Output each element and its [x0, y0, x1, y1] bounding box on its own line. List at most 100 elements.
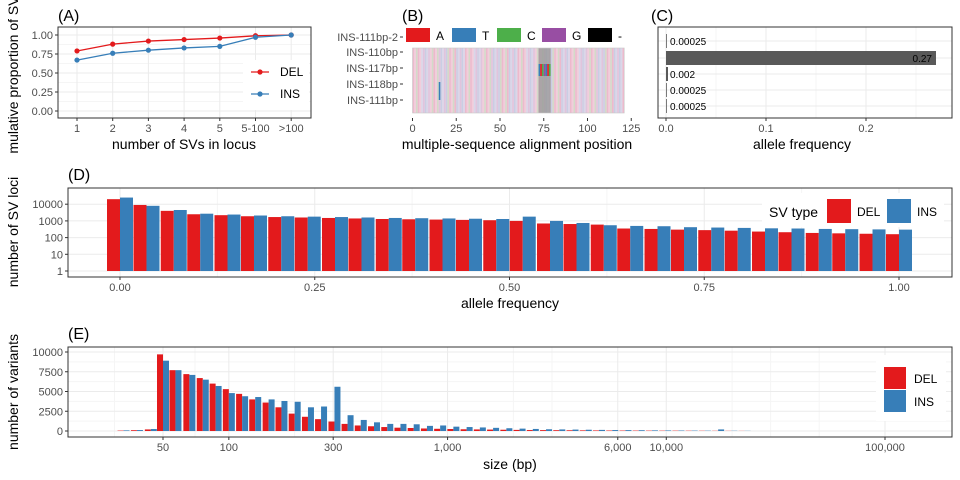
legend-d-label-del: DEL — [857, 205, 881, 219]
bar-e-ins — [228, 393, 235, 431]
bar-d-del — [563, 224, 577, 271]
alignment-column — [515, 48, 518, 113]
bar-c — [666, 51, 936, 65]
alignment-column — [601, 48, 604, 113]
bar-e-del — [236, 393, 243, 431]
alignment-column — [533, 48, 535, 113]
tick-label-e-y: 10000 — [32, 347, 63, 359]
bar-e-ins — [572, 429, 579, 431]
point-a-ins — [217, 43, 223, 50]
bar-d-del — [214, 215, 228, 271]
legend-b-label-gap: - — [618, 29, 622, 43]
alignment-column — [477, 48, 479, 113]
bar-d-del — [509, 220, 523, 271]
tick-label-a-x: >100 — [279, 123, 304, 135]
bar-d-del — [859, 233, 873, 271]
row-label-b: INS-111bp-2 — [337, 32, 398, 44]
bar-d-del — [483, 220, 497, 271]
bar-c — [666, 83, 667, 97]
legend-b-key-gap — [588, 28, 612, 42]
panel-d-ylabel: number of SV loci — [5, 177, 21, 288]
alignment-column — [438, 48, 441, 113]
tick-label-a-x: 3 — [145, 123, 151, 135]
legend-d-key-del — [827, 199, 851, 223]
panel-e-title: (E) — [68, 326, 89, 343]
alignment-column — [570, 48, 572, 113]
legend-e-label-ins: INS — [914, 395, 934, 409]
bar-d-del — [107, 199, 120, 271]
bar-d-del — [752, 231, 766, 271]
bar-e-ins — [268, 399, 275, 431]
bar-e-ins — [665, 430, 672, 431]
alignment-column — [598, 48, 600, 113]
bar-d-ins — [146, 205, 160, 271]
bar-d-del — [805, 232, 819, 271]
tick-label-d-y: 100 — [45, 233, 63, 245]
bar-e-del — [275, 407, 282, 431]
bar-d-ins — [496, 218, 510, 271]
bar-c — [666, 67, 668, 81]
tick-label-e-y: 7500 — [39, 367, 63, 379]
legend-d-label-ins: INS — [917, 205, 937, 219]
bar-d-ins — [630, 225, 644, 271]
alignment-column — [528, 48, 530, 113]
alignment-column — [535, 48, 537, 113]
tick-label-b-x: 75 — [538, 123, 550, 135]
bar-d-ins — [388, 217, 402, 271]
tick-label-b-x: 0 — [409, 123, 415, 135]
bar-e-ins — [334, 386, 341, 431]
bar-d-ins — [657, 226, 671, 271]
legend-a-box — [243, 60, 309, 110]
bar-e-ins — [163, 360, 169, 431]
bar-e-del — [434, 428, 441, 431]
alignment-column — [575, 48, 577, 113]
bar-e-del — [513, 429, 520, 431]
panel-b-title: (B) — [402, 8, 423, 25]
bar-d-del — [294, 217, 308, 271]
bar-e-del — [157, 354, 163, 431]
alignment-column — [475, 48, 478, 113]
alignment-column — [503, 48, 506, 113]
bar-d-ins — [603, 225, 617, 271]
bar-d-ins — [550, 220, 564, 271]
bar-d-ins — [765, 228, 779, 271]
bar-d-ins — [468, 218, 482, 271]
bar-e-del — [579, 430, 586, 431]
bar-d-ins — [683, 227, 697, 271]
panel-e-xlabel: size (bp) — [483, 456, 537, 472]
alignment-column — [589, 48, 591, 113]
bar-e-ins — [215, 385, 222, 431]
legend-a-key-point — [257, 91, 263, 97]
bar-d-ins — [281, 216, 295, 271]
bar-d-ins — [872, 229, 886, 271]
point-a-ins — [288, 32, 294, 38]
bar-d-ins — [737, 227, 751, 271]
bar-e-del — [196, 378, 203, 431]
tick-label-e-x: 1,000 — [434, 442, 462, 454]
alignment-column — [582, 48, 584, 113]
alignment-column — [431, 48, 434, 113]
alignment-column — [493, 48, 495, 113]
bar-e-del — [169, 370, 176, 431]
alignment-column — [591, 48, 593, 113]
tick-label-d-y: 1 — [57, 266, 63, 278]
bar-e-del — [420, 428, 427, 431]
alignment-column — [508, 48, 511, 113]
alignment-column — [480, 48, 483, 113]
bar-e-del — [566, 430, 573, 431]
bar-d-ins — [200, 213, 214, 271]
legend-b-key-t — [452, 28, 476, 42]
bar-e-ins — [426, 425, 433, 431]
bar-e-ins — [347, 415, 354, 431]
bar-e-del — [130, 430, 137, 431]
point-a-ins — [252, 34, 259, 40]
bar-e-del — [354, 425, 361, 431]
bar-c — [666, 34, 667, 48]
alignment-column — [463, 48, 465, 113]
alignment-column — [500, 48, 502, 113]
alignment-column — [507, 48, 509, 113]
legend-b-label-c: C — [527, 29, 536, 43]
bar-d-del — [724, 230, 738, 271]
bar-c — [666, 99, 667, 113]
alignment-column — [433, 48, 436, 113]
